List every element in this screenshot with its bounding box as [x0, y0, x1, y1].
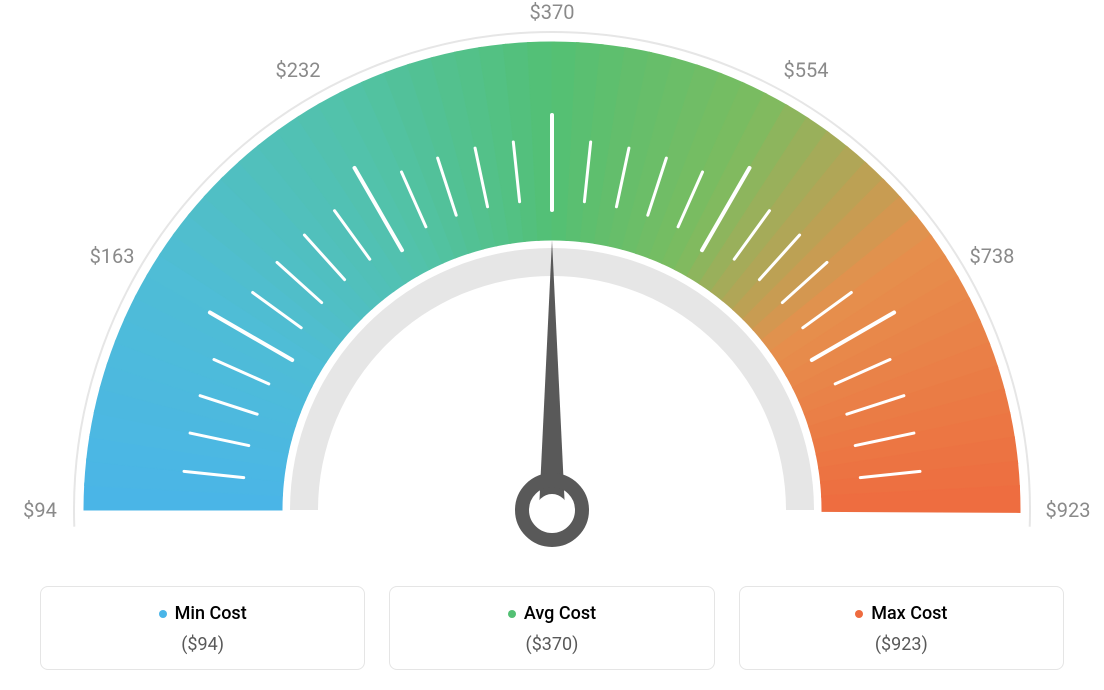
legend-min-label: Min Cost: [159, 603, 247, 624]
legend-max-text: Max Cost: [871, 603, 947, 624]
dot-icon: [159, 610, 167, 618]
legend-max-value: ($923): [740, 634, 1063, 655]
legend-avg-value: ($370): [390, 634, 713, 655]
legend-max: Max Cost ($923): [739, 586, 1064, 671]
tick-label: $370: [530, 0, 575, 24]
tick-label: $232: [276, 58, 321, 82]
tick-label: $923: [1046, 498, 1091, 522]
cost-gauge-chart: $94 $163 $232 $370 $554 $738 $923 Min Cost ($9…: [0, 0, 1104, 690]
legend-avg-label: Avg Cost: [508, 603, 596, 624]
legend-min-text: Min Cost: [175, 603, 247, 624]
dot-icon: [508, 610, 516, 618]
legend-avg-text: Avg Cost: [524, 603, 596, 624]
tick-label: $738: [969, 244, 1014, 268]
gauge-area: $94 $163 $232 $370 $554 $738 $923: [0, 0, 1104, 560]
tick-label: $554: [784, 58, 829, 82]
legend-max-label: Max Cost: [855, 603, 947, 624]
dot-icon: [855, 610, 863, 618]
legend-avg: Avg Cost ($370): [389, 586, 714, 671]
legend-min-value: ($94): [41, 634, 364, 655]
gauge-svg: [0, 0, 1104, 560]
tick-label: $163: [90, 244, 135, 268]
legend: Min Cost ($94) Avg Cost ($370) Max Cost …: [40, 586, 1064, 671]
tick-label: $94: [23, 498, 57, 522]
legend-min: Min Cost ($94): [40, 586, 365, 671]
